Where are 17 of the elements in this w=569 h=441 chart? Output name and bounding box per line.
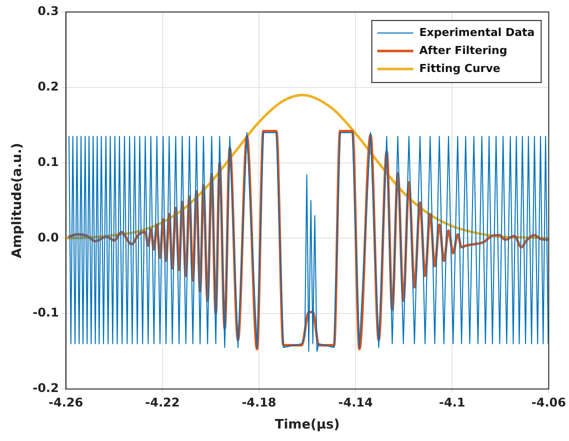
- y-tick-label: -0.2: [32, 381, 59, 396]
- x-tick-label: -4.06: [531, 395, 566, 410]
- x-tick-label: -4.14: [338, 395, 373, 410]
- y-axis-title: Amplitude(a.u.): [10, 142, 26, 258]
- y-tick-label: 0.2: [38, 80, 59, 94]
- legend-label: Experimental Data: [419, 26, 535, 39]
- legend-label: After Filtering: [419, 44, 508, 57]
- y-tick-label: 0.3: [38, 4, 59, 18]
- y-tick-label: 0.0: [38, 230, 59, 244]
- x-tick-label: -4.22: [145, 395, 180, 410]
- x-tick-label: -4.18: [242, 395, 276, 410]
- y-tick-label: 0.1: [38, 154, 59, 169]
- x-tick-label: -4.1: [439, 395, 466, 410]
- legend-label: Fitting Curve: [419, 62, 500, 75]
- x-tick-label: -4.26: [48, 395, 84, 410]
- x-axis-title: Time(μs): [274, 418, 340, 433]
- y-tick-label: -0.1: [32, 306, 59, 320]
